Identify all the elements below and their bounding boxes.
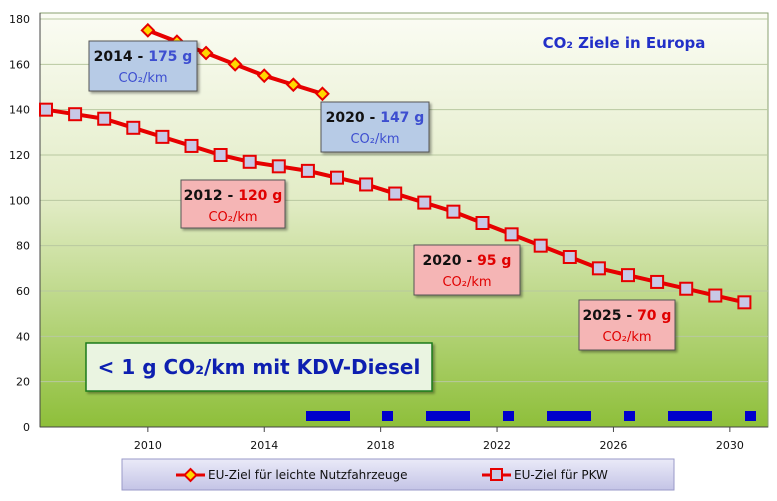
legend-diamond-marker bbox=[183, 467, 198, 483]
annotation-headline: 2020 - 95 g bbox=[423, 253, 512, 269]
data-point bbox=[271, 159, 286, 174]
annotation-unit: CO₂/km bbox=[350, 132, 399, 147]
chart-title: CO₂ Ziele in Europa bbox=[543, 34, 706, 52]
y-tick-label: 180 bbox=[9, 13, 30, 26]
data-point bbox=[68, 107, 83, 122]
annotation-unit: CO₂/km bbox=[208, 210, 257, 225]
bottom-block bbox=[503, 411, 514, 421]
data-point bbox=[359, 177, 374, 192]
annotation-unit: CO₂/km bbox=[602, 330, 651, 345]
bottom-block bbox=[382, 411, 393, 421]
data-point bbox=[562, 250, 577, 264]
data-point bbox=[737, 295, 752, 310]
y-tick-label: 140 bbox=[9, 104, 30, 117]
x-tick-label: 2014 bbox=[250, 439, 278, 452]
x-tick-label: 2010 bbox=[134, 439, 162, 452]
legend-item-pkw: EU-Ziel für PKW bbox=[482, 468, 608, 482]
data-point bbox=[708, 288, 723, 303]
data-point bbox=[650, 274, 665, 289]
annotation-box: 2020 - 147 g CO₂/km bbox=[320, 101, 430, 153]
legend-square-marker bbox=[490, 468, 503, 481]
annotation-box: 2014 - 175 g CO₂/km bbox=[88, 40, 198, 92]
bottom-blocks bbox=[306, 411, 756, 421]
data-point bbox=[679, 281, 694, 296]
data-point bbox=[591, 261, 606, 276]
y-tick-label: 40 bbox=[16, 330, 30, 343]
y-tick-label: 80 bbox=[16, 240, 30, 253]
data-point bbox=[242, 154, 257, 169]
bottom-block bbox=[426, 411, 470, 421]
data-point bbox=[184, 138, 199, 153]
data-point bbox=[417, 195, 432, 210]
annotation-headline: 2025 - 70 g bbox=[583, 308, 672, 324]
data-point bbox=[621, 268, 635, 283]
x-tick-label: 2022 bbox=[483, 439, 511, 452]
legend-label: EU-Ziel für PKW bbox=[514, 468, 608, 482]
data-point bbox=[446, 204, 461, 219]
bottom-block bbox=[547, 411, 591, 421]
data-point bbox=[533, 238, 548, 253]
annotation-unit: CO₂/km bbox=[442, 275, 491, 290]
annotation-headline: 2012 - 120 g bbox=[184, 188, 283, 204]
annotation-unit: CO₂/km bbox=[118, 71, 167, 86]
data-point bbox=[97, 111, 112, 126]
callout-text: < 1 g CO₂/km mit KDV-Diesel bbox=[98, 355, 421, 379]
y-tick-label: 100 bbox=[9, 194, 30, 207]
bottom-block bbox=[306, 411, 350, 421]
data-point bbox=[198, 45, 214, 61]
data-point bbox=[213, 148, 228, 162]
y-tick-label: 160 bbox=[9, 58, 30, 71]
data-point bbox=[315, 86, 330, 102]
x-tick-label: 2026 bbox=[599, 439, 627, 452]
data-point bbox=[256, 68, 272, 84]
annotation-box: 2012 - 120 g CO₂/km bbox=[180, 179, 286, 229]
annotation-box: 2025 - 70 g CO₂/km bbox=[578, 299, 676, 351]
axes: 0 20 40 60 80 100 120 140 160 180 2010 2014 2018 2022… bbox=[9, 13, 768, 452]
x-tick-label: 2030 bbox=[716, 439, 744, 452]
legend: EU-Ziel für leichte Nutzfahrzeuge EU-Zie… bbox=[121, 458, 675, 491]
data-point bbox=[388, 186, 403, 201]
y-tick-label: 120 bbox=[9, 149, 30, 162]
bottom-block bbox=[745, 411, 756, 421]
y-tick-label: 0 bbox=[23, 421, 30, 434]
annotation-headline: 2014 - 175 g bbox=[94, 49, 193, 65]
bottom-block bbox=[668, 411, 712, 421]
annotation-box: 2020 - 95 g CO₂/km bbox=[413, 244, 521, 296]
data-point bbox=[475, 216, 490, 230]
callout-box bbox=[85, 342, 433, 392]
x-tick-label: 2018 bbox=[367, 439, 395, 452]
y-tick-label: 20 bbox=[16, 376, 30, 389]
data-point bbox=[300, 163, 315, 178]
y-tick-label: 60 bbox=[16, 285, 30, 298]
series-1 bbox=[39, 102, 752, 310]
data-point bbox=[227, 56, 243, 72]
data-point bbox=[39, 102, 53, 117]
legend-item-nutzfahrzeuge: EU-Ziel für leichte Nutzfahrzeuge bbox=[176, 467, 408, 483]
data-point bbox=[330, 170, 344, 185]
annotation-headline: 2020 - 147 g bbox=[326, 110, 425, 126]
data-point bbox=[285, 77, 301, 93]
data-point bbox=[140, 22, 156, 38]
bottom-block bbox=[624, 411, 635, 421]
legend-label: EU-Ziel für leichte Nutzfahrzeuge bbox=[208, 468, 408, 482]
data-point bbox=[126, 120, 141, 135]
data-point bbox=[155, 129, 170, 144]
data-point bbox=[504, 227, 519, 242]
